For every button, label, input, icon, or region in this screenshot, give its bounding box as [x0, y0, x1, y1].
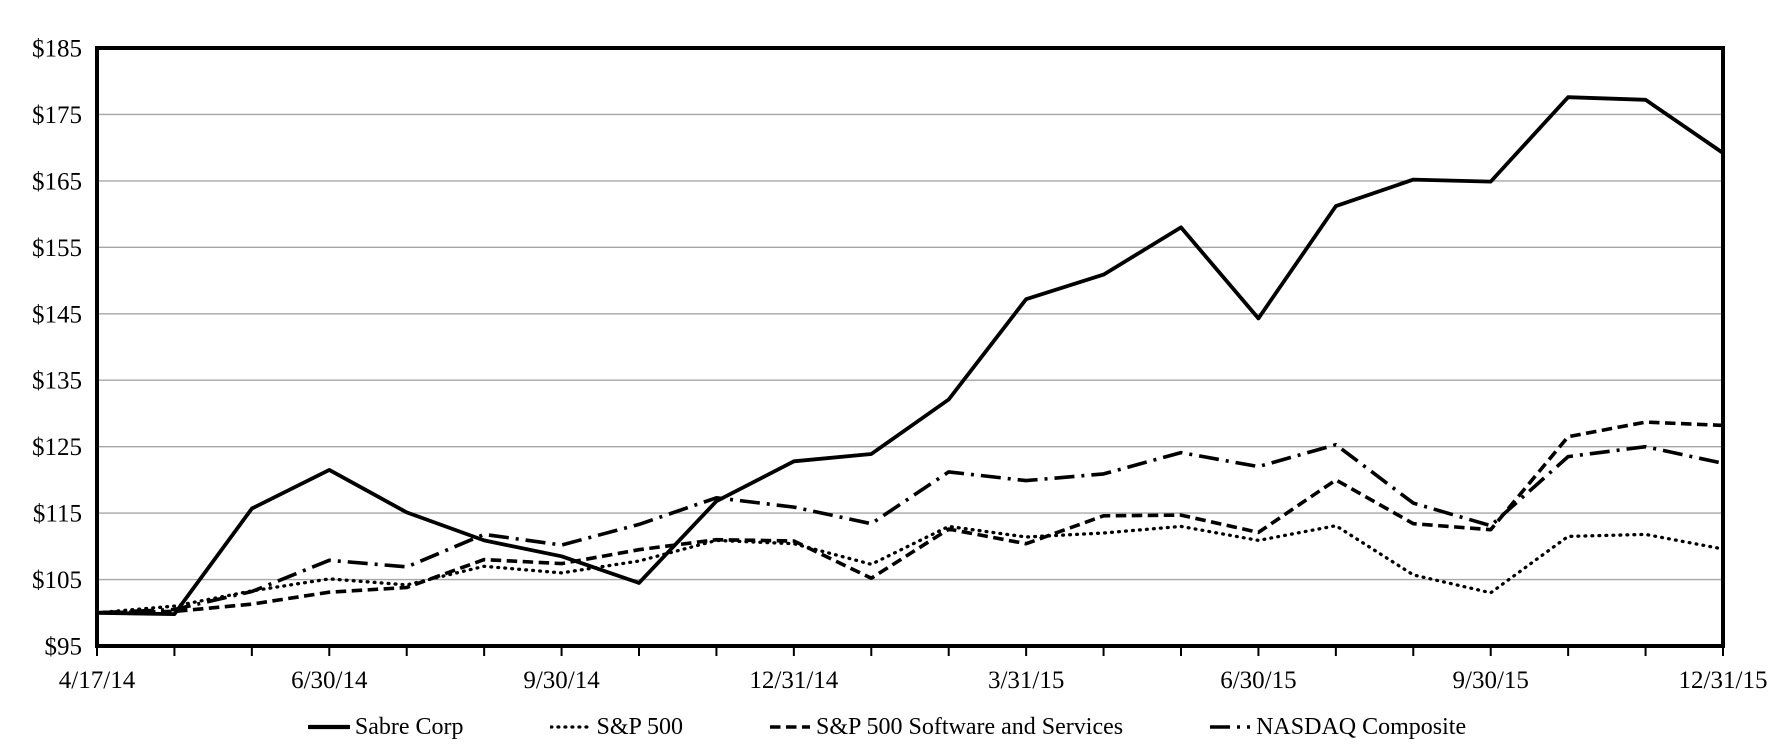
- series-line-s-p-500-software-and-services: [96, 420, 1724, 615]
- plot-border: [95, 46, 1725, 648]
- legend-label: Sabre Corp: [354, 714, 464, 740]
- y-axis-label: $155: [32, 235, 82, 262]
- legend-item-s-p-500-software-and-services: S&P 500 Software and Services: [769, 715, 1123, 739]
- legend-marker-solid-line-icon: [307, 724, 350, 730]
- legend: Sabre Corp S&P 500 S&P 500 Software and Se…: [0, 706, 1774, 748]
- x-axis-label: 9/30/15: [1453, 667, 1529, 694]
- series-line-sabre-corp: [95, 95, 1725, 616]
- y-axis-label: $95: [45, 634, 83, 661]
- y-axis-label: $105: [32, 567, 82, 594]
- legend-marker-dashed-line-icon: [770, 725, 811, 729]
- x-axis-label: 6/30/14: [291, 667, 368, 694]
- series-line-nasdaq-composite: [96, 442, 1724, 615]
- legend-label: S&P 500 Software and Services: [816, 714, 1124, 740]
- x-axis-label: 3/31/15: [988, 667, 1064, 694]
- legend-marker-dashdot-line-icon: [1210, 725, 1251, 729]
- legend-item-sabre-corp: Sabre Corp: [307, 714, 464, 740]
- y-axis-label: $115: [33, 501, 82, 528]
- y-axis-label: $165: [32, 168, 82, 195]
- x-axis-label: 6/30/15: [1220, 667, 1296, 694]
- legend-item-nasdaq-composite: NASDAQ Composite: [1209, 715, 1466, 739]
- x-axis-label: 9/30/14: [523, 667, 600, 694]
- legend-item-s-p-500: S&P 500: [549, 714, 684, 740]
- x-axis-label: 12/31/15: [1679, 667, 1768, 694]
- y-axis-label: $185: [32, 36, 82, 63]
- y-axis-label: $145: [32, 301, 82, 328]
- series-line-s-p-500: [95, 524, 1725, 615]
- y-axis-label: $175: [32, 102, 82, 129]
- y-axis-label: $125: [32, 434, 82, 461]
- legend-marker-dotted-line-icon: [549, 725, 592, 729]
- x-axis-label: 12/31/14: [749, 667, 838, 694]
- legend-label: S&P 500: [596, 714, 684, 740]
- x-axis-label: 4/17/14: [59, 667, 136, 694]
- legend-label: NASDAQ Composite: [1256, 714, 1467, 740]
- y-axis-label: $135: [32, 368, 82, 395]
